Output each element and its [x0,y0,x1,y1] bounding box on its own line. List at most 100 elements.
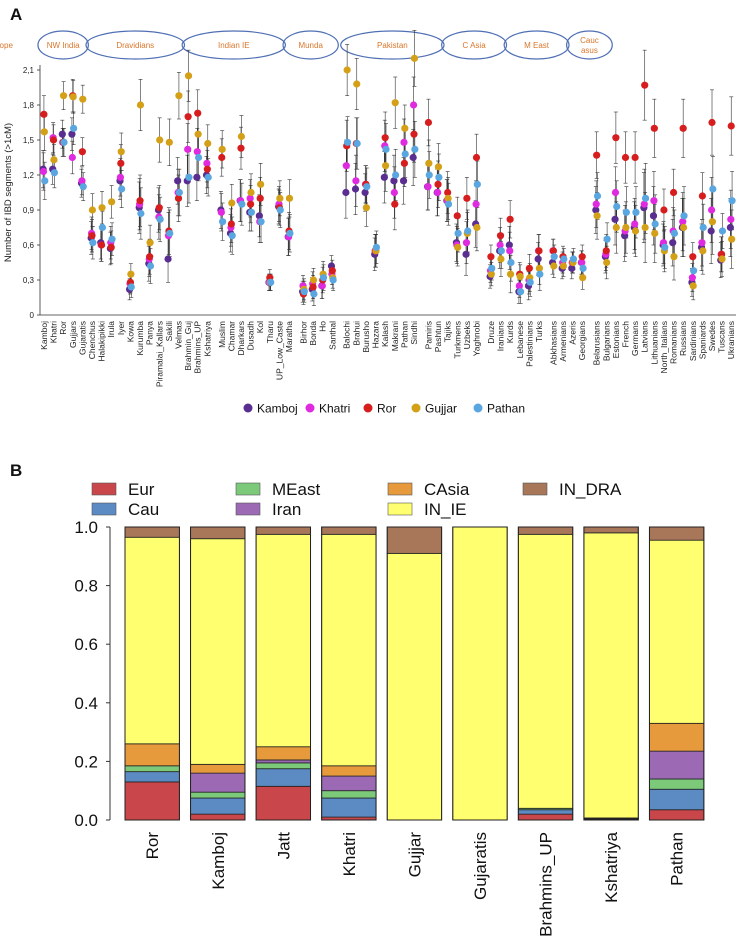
data-point [579,274,587,282]
legend-label: MEast [272,480,320,499]
region-label: C Asia [463,41,487,50]
legend-label: Eur [128,480,155,499]
data-point [217,208,225,216]
data-point [343,66,351,74]
data-point [256,194,264,202]
category-label: Kamboj [209,832,228,890]
data-point [718,227,727,235]
category-label: Piramalai_Kallars [154,321,164,387]
data-point [40,110,48,118]
region-oval [181,30,287,60]
category-label: Turks [534,321,544,342]
bar-segment [649,722,705,752]
y-tick-label: 0.4 [74,694,98,713]
category-label: Muslim [217,321,227,348]
data-point [218,153,226,162]
data-point [698,239,706,247]
data-point [68,130,76,138]
category-label: UP_Low_Caste [274,321,284,380]
data-point [309,283,317,291]
category-label: Kamboj [39,321,49,350]
data-point [194,109,202,117]
category-label: Germans [630,321,640,356]
data-point [550,253,558,261]
data-point [97,241,106,249]
data-point [669,188,678,197]
data-point [516,288,525,296]
data-point [78,177,86,185]
category-label: Azeris [568,321,578,345]
data-point [549,247,557,255]
data-point [578,253,586,261]
bar-segment [649,778,705,790]
category-label: Birhor [298,321,308,344]
data-point [40,128,48,136]
data-point [246,194,254,202]
bar-segment [190,763,246,774]
bar-segment [452,526,508,821]
data-point [454,229,462,237]
data-point [622,208,630,216]
bar-outline [583,526,639,821]
data-point [698,192,706,200]
legend-label: IN_DRA [559,480,622,499]
data-point [399,177,408,185]
bar-segment [517,813,574,821]
data-point [409,153,417,162]
data-point [41,177,49,185]
data-point [228,232,236,240]
data-point [410,54,419,62]
data-point [727,215,735,223]
data-point [631,153,639,162]
data-point [728,235,736,243]
category-label: Gujaratis [77,321,87,355]
data-point [670,229,678,237]
data-point [237,144,245,152]
data-point [79,95,87,103]
data-point [409,101,418,109]
data-point [329,276,337,284]
bar-segment [190,772,246,793]
data-point [592,200,600,208]
data-point [184,113,192,121]
category-label: Lebanese [515,321,525,359]
category-label: Ror [143,832,162,860]
legend-label: IN_IE [424,500,467,519]
data-point [603,258,611,267]
data-point [204,139,212,148]
category-label: Santhal [327,321,337,350]
category-label: Gujjar [405,832,424,878]
data-point [285,194,294,202]
data-point [709,185,717,193]
data-point [237,132,246,141]
bar-segment [255,746,311,761]
data-point [611,188,620,197]
category-label: Balochi [342,321,352,349]
category-label: Jatt [274,832,293,860]
region-label: Pakistan [377,41,408,50]
data-point [108,198,116,206]
data-point [699,223,707,232]
data-point [401,150,409,158]
data-point [535,247,543,255]
bar-segment [321,533,377,767]
data-point [473,223,481,232]
region-oval [503,30,570,60]
data-point [267,278,275,286]
category-label: Tharu [265,321,275,343]
y-tick-label: 0,6 [23,241,35,250]
bar-segment [649,809,705,821]
data-point [391,200,399,208]
data-point [310,290,318,298]
data-point [649,212,658,220]
data-point [184,72,193,80]
legend-label: Kamboj [257,402,298,416]
data-point [579,264,587,272]
category-label: Spaniards [697,321,707,359]
bar-segment [321,765,377,777]
region-label: NW India [47,41,80,50]
region-oval [282,30,339,60]
data-point [203,159,211,167]
data-point [505,241,513,249]
data-point [453,212,461,220]
